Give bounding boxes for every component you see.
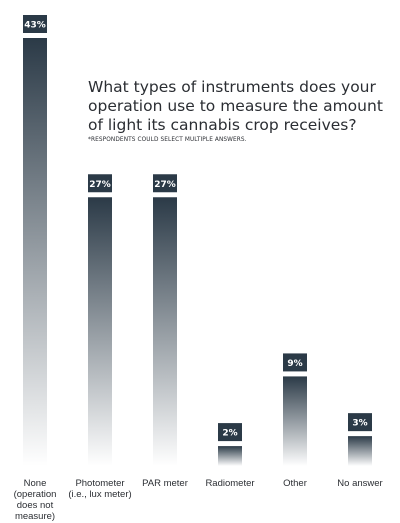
category-label-1: Photometer (i.e., lux meter): [68, 478, 131, 500]
category-label-4: Other: [283, 478, 307, 489]
category-label-line: Photometer: [75, 478, 124, 489]
category-label-0: None (operation does not measure): [14, 478, 57, 522]
bar-2: [153, 197, 177, 467]
category-labels-group: None (operation does not measure) Photometer…: [14, 478, 383, 522]
value-label-box-3: [218, 423, 242, 442]
category-label-line: No answer: [337, 478, 382, 489]
category-label-3: Radiometer: [205, 478, 254, 489]
value-label-box-4: [283, 353, 307, 372]
category-label-line: Other: [283, 478, 307, 489]
value-label-2: 27%: [154, 180, 176, 190]
category-label-line: None: [24, 478, 47, 489]
category-label-2: PAR meter: [142, 478, 188, 489]
value-label-0: 43%: [24, 21, 46, 31]
category-label-line: Radiometer: [205, 478, 254, 489]
bar-0: [23, 38, 47, 466]
category-label-5: No answer: [337, 478, 382, 489]
category-label-line: measure): [15, 511, 55, 522]
category-label-line: (operation: [14, 489, 57, 500]
bar-3: [218, 446, 242, 466]
bars-group: 43% 27% 27% 2% 9% 3%: [23, 15, 372, 467]
bar-1: [88, 197, 112, 467]
category-label-line: PAR meter: [142, 478, 188, 489]
category-label-line: does not: [17, 500, 54, 511]
chart-subtitle: *RESPONDENTS COULD SELECT MULTIPLE ANSWE…: [88, 137, 247, 143]
value-label-4: 9%: [287, 359, 302, 369]
value-label-box-2: [153, 174, 177, 193]
value-label-1: 27%: [89, 180, 111, 190]
category-label-line: (i.e., lux meter): [68, 489, 131, 500]
bar-4: [283, 376, 307, 466]
value-label-box-0: [23, 15, 47, 33]
value-label-3: 2%: [222, 429, 237, 439]
chart-title: What types of instruments does your oper…: [88, 78, 383, 134]
bar-5: [348, 436, 372, 466]
value-label-box-5: [348, 413, 372, 432]
value-label-box-1: [88, 174, 112, 193]
value-label-5: 3%: [352, 419, 367, 429]
